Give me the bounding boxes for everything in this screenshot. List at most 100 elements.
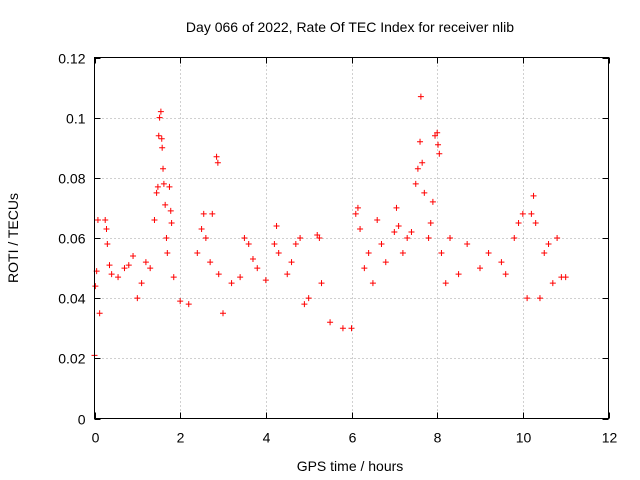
data-point bbox=[167, 207, 174, 214]
data-point bbox=[200, 210, 207, 217]
chart-title: Day 066 of 2022, Rate Of TEC Index for r… bbox=[186, 19, 514, 35]
y-tick-label: 0.02 bbox=[58, 351, 85, 367]
data-point bbox=[160, 180, 167, 187]
data-point bbox=[530, 192, 537, 199]
data-point bbox=[425, 235, 432, 241]
data-point bbox=[357, 225, 364, 232]
y-tick-label: 0.04 bbox=[58, 291, 85, 307]
data-point bbox=[562, 274, 569, 281]
data-point bbox=[125, 262, 132, 269]
data-point bbox=[369, 280, 376, 287]
data-point bbox=[554, 235, 561, 241]
data-point bbox=[164, 250, 171, 257]
data-point bbox=[352, 210, 359, 217]
data-point bbox=[393, 204, 400, 211]
data-point bbox=[155, 132, 162, 139]
data-point bbox=[273, 222, 280, 229]
data-point bbox=[288, 259, 295, 266]
data-point bbox=[545, 241, 552, 248]
data-point bbox=[536, 295, 543, 302]
data-point bbox=[262, 277, 269, 284]
data-point bbox=[249, 256, 256, 263]
data-point bbox=[177, 298, 184, 305]
data-point bbox=[284, 271, 291, 278]
data-point bbox=[374, 216, 381, 223]
x-axis-label: GPS time / hours bbox=[297, 458, 404, 474]
data-point bbox=[432, 132, 439, 139]
data-point bbox=[166, 183, 173, 190]
data-point bbox=[404, 235, 411, 241]
data-point bbox=[477, 265, 483, 272]
data-point bbox=[237, 274, 244, 281]
data-point bbox=[314, 231, 321, 238]
data-point bbox=[417, 138, 424, 145]
data-point bbox=[297, 235, 304, 241]
data-point bbox=[202, 235, 209, 241]
data-point bbox=[399, 250, 406, 257]
data-point bbox=[138, 280, 145, 287]
data-point bbox=[318, 280, 325, 287]
data-point bbox=[442, 280, 449, 287]
y-axis: 0 0.02 0.04 0.06 0.08 0.1 0.12 bbox=[58, 51, 609, 428]
data-point bbox=[245, 241, 252, 248]
data-point bbox=[157, 108, 164, 115]
data-point bbox=[378, 241, 385, 248]
data-point bbox=[502, 271, 509, 278]
data-point bbox=[214, 159, 221, 166]
data-point bbox=[464, 241, 471, 248]
data-point bbox=[327, 319, 334, 326]
data-point bbox=[417, 93, 424, 100]
data-point bbox=[339, 325, 346, 332]
data-point bbox=[434, 129, 441, 136]
data-point bbox=[515, 219, 522, 226]
data-point bbox=[549, 280, 556, 287]
data-point bbox=[301, 301, 308, 308]
data-point bbox=[147, 265, 154, 272]
data-point bbox=[354, 204, 361, 211]
data-point bbox=[254, 265, 261, 272]
data-point bbox=[220, 310, 226, 317]
data-point bbox=[185, 301, 192, 308]
data-point bbox=[142, 259, 149, 266]
data-point bbox=[447, 235, 454, 241]
y-axis-label: ROTI / TECUs bbox=[5, 193, 21, 283]
data-point bbox=[524, 295, 531, 302]
data-point bbox=[215, 271, 222, 278]
data-point bbox=[209, 210, 216, 217]
data-point bbox=[121, 265, 128, 272]
data-point bbox=[361, 265, 368, 272]
data-point bbox=[292, 241, 299, 248]
data-point bbox=[159, 144, 166, 151]
data-point bbox=[429, 198, 436, 205]
data-point bbox=[130, 253, 137, 260]
y-tick-label: 0.06 bbox=[58, 231, 85, 247]
data-point bbox=[541, 250, 548, 257]
data-point bbox=[163, 235, 170, 241]
plot-marks bbox=[91, 93, 569, 359]
x-tick-label: 4 bbox=[263, 430, 271, 446]
data-point bbox=[168, 219, 175, 226]
data-point bbox=[408, 228, 415, 235]
data-point bbox=[316, 235, 323, 241]
data-point bbox=[94, 216, 101, 223]
y-tick-label: 0.1 bbox=[66, 111, 86, 127]
data-point bbox=[228, 280, 235, 287]
data-point bbox=[194, 250, 201, 257]
data-point bbox=[158, 135, 165, 142]
data-point bbox=[532, 219, 539, 226]
x-tick-label: 6 bbox=[349, 430, 357, 446]
data-point bbox=[241, 235, 248, 241]
x-tick-label: 8 bbox=[434, 430, 442, 446]
data-point bbox=[528, 210, 535, 217]
data-point bbox=[305, 295, 312, 302]
data-point bbox=[391, 228, 398, 235]
data-point bbox=[153, 189, 160, 196]
data-point bbox=[511, 235, 518, 241]
y-tick-label: 0.08 bbox=[58, 171, 85, 187]
data-point bbox=[271, 241, 278, 248]
data-point bbox=[498, 259, 505, 266]
data-point bbox=[106, 262, 113, 269]
data-point bbox=[207, 259, 214, 266]
data-point bbox=[160, 165, 167, 172]
